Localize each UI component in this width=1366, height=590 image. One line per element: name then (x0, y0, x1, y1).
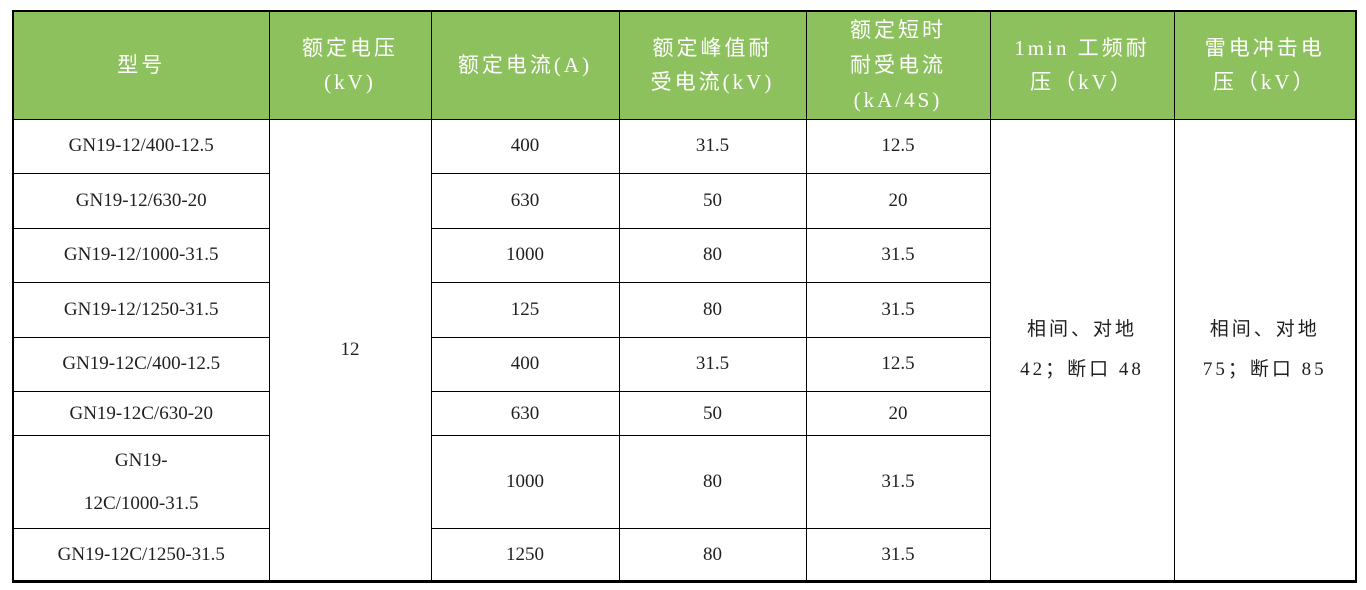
table-row: GN19-12/400-12.5 12 400 31.5 12.5 相间、对地 … (12, 118, 1357, 583)
peak-withstand-cell: 31.5 (618, 118, 807, 174)
spec-table-body: GN19-12/400-12.5 12 400 31.5 12.5 相间、对地 … (12, 118, 1357, 583)
table-row: GN19-12C/1250-31.5 1250 80 31.5 (12, 528, 1356, 583)
header-model: 型号 (12, 10, 270, 120)
peak-withstand-cell: 80 (618, 435, 807, 530)
peak-withstand-cell: 80 (618, 227, 807, 283)
model-cell: GN19-12C/400-12.5 (12, 336, 270, 392)
table-row: GN19-12/1250-31.5 125 80 31.5 (12, 281, 1356, 338)
table-row: GN19-12/1000-31.5 1000 80 31.5 (12, 227, 1356, 283)
rated-current-cell: 400 (430, 336, 620, 392)
spec-table-header: 型号 额定电压 (kV) 额定电流(A) 额定峰值耐 受电流(kV) 额定短时 … (12, 10, 1357, 120)
header-lightning-impulse-voltage: 雷电冲击电 压（kV） (1173, 10, 1357, 120)
table-row: GN19- 12C/1000-31.5 1000 80 31.5 (12, 435, 1356, 530)
spec-table: 型号 额定电压 (kV) 额定电流(A) 额定峰值耐 受电流(kV) 额定短时 … (12, 10, 1357, 584)
short-time-withstand-cell: 31.5 (805, 227, 991, 283)
lightning-impulse-merged-cell: 相间、对地 75；断口 85 (1173, 118, 1357, 583)
short-time-withstand-cell: 20 (805, 172, 991, 229)
model-cell: GN19-12/1000-31.5 (12, 227, 270, 283)
model-cell: GN19-12/1250-31.5 (12, 281, 270, 338)
header-rated-voltage: 额定电压 (kV) (268, 10, 432, 120)
peak-withstand-cell: 80 (618, 281, 807, 338)
short-time-withstand-cell: 20 (805, 390, 991, 437)
rated-current-cell: 1000 (430, 435, 620, 530)
rated-current-cell: 630 (430, 390, 620, 437)
rated-current-cell: 630 (430, 172, 620, 229)
header-peak-withstand-current: 额定峰值耐 受电流(kV) (618, 10, 807, 120)
rated-current-cell: 125 (430, 281, 620, 338)
peak-withstand-cell: 50 (618, 390, 807, 437)
model-cell: GN19- 12C/1000-31.5 (12, 435, 270, 530)
short-time-withstand-cell: 31.5 (805, 528, 991, 583)
table-row: GN19-12C/630-20 630 50 20 (12, 390, 1356, 437)
short-time-withstand-cell: 12.5 (805, 336, 991, 392)
rated-current-cell: 400 (430, 118, 620, 174)
header-rated-current: 额定电流(A) (430, 10, 620, 120)
peak-withstand-cell: 31.5 (618, 336, 807, 392)
short-time-withstand-cell: 31.5 (805, 281, 991, 338)
header-power-frequency-withstand-voltage: 1min 工频耐 压（kV） (989, 10, 1175, 120)
rated-current-cell: 1000 (430, 227, 620, 283)
table-row: GN19-12C/400-12.5 400 31.5 12.5 (12, 336, 1356, 392)
peak-withstand-cell: 50 (618, 172, 807, 229)
short-time-withstand-cell: 31.5 (805, 435, 991, 530)
model-cell: GN19-12C/630-20 (12, 390, 270, 437)
power-frequency-merged-cell: 相间、对地 42；断口 48 (989, 118, 1175, 583)
model-cell: GN19-12C/1250-31.5 (12, 528, 270, 583)
rated-current-cell: 1250 (430, 528, 620, 583)
model-cell: GN19-12/630-20 (12, 172, 270, 229)
rated-voltage-merged-cell: 12 (268, 118, 432, 583)
model-cell: GN19-12/400-12.5 (12, 118, 270, 174)
header-short-time-withstand-current: 额定短时 耐受电流 (kA/4S) (805, 10, 991, 120)
short-time-withstand-cell: 12.5 (805, 118, 991, 174)
peak-withstand-cell: 80 (618, 528, 807, 583)
header-row: 型号 额定电压 (kV) 额定电流(A) 额定峰值耐 受电流(kV) 额定短时 … (12, 10, 1357, 120)
table-row: GN19-12/630-20 630 50 20 (12, 172, 1356, 229)
